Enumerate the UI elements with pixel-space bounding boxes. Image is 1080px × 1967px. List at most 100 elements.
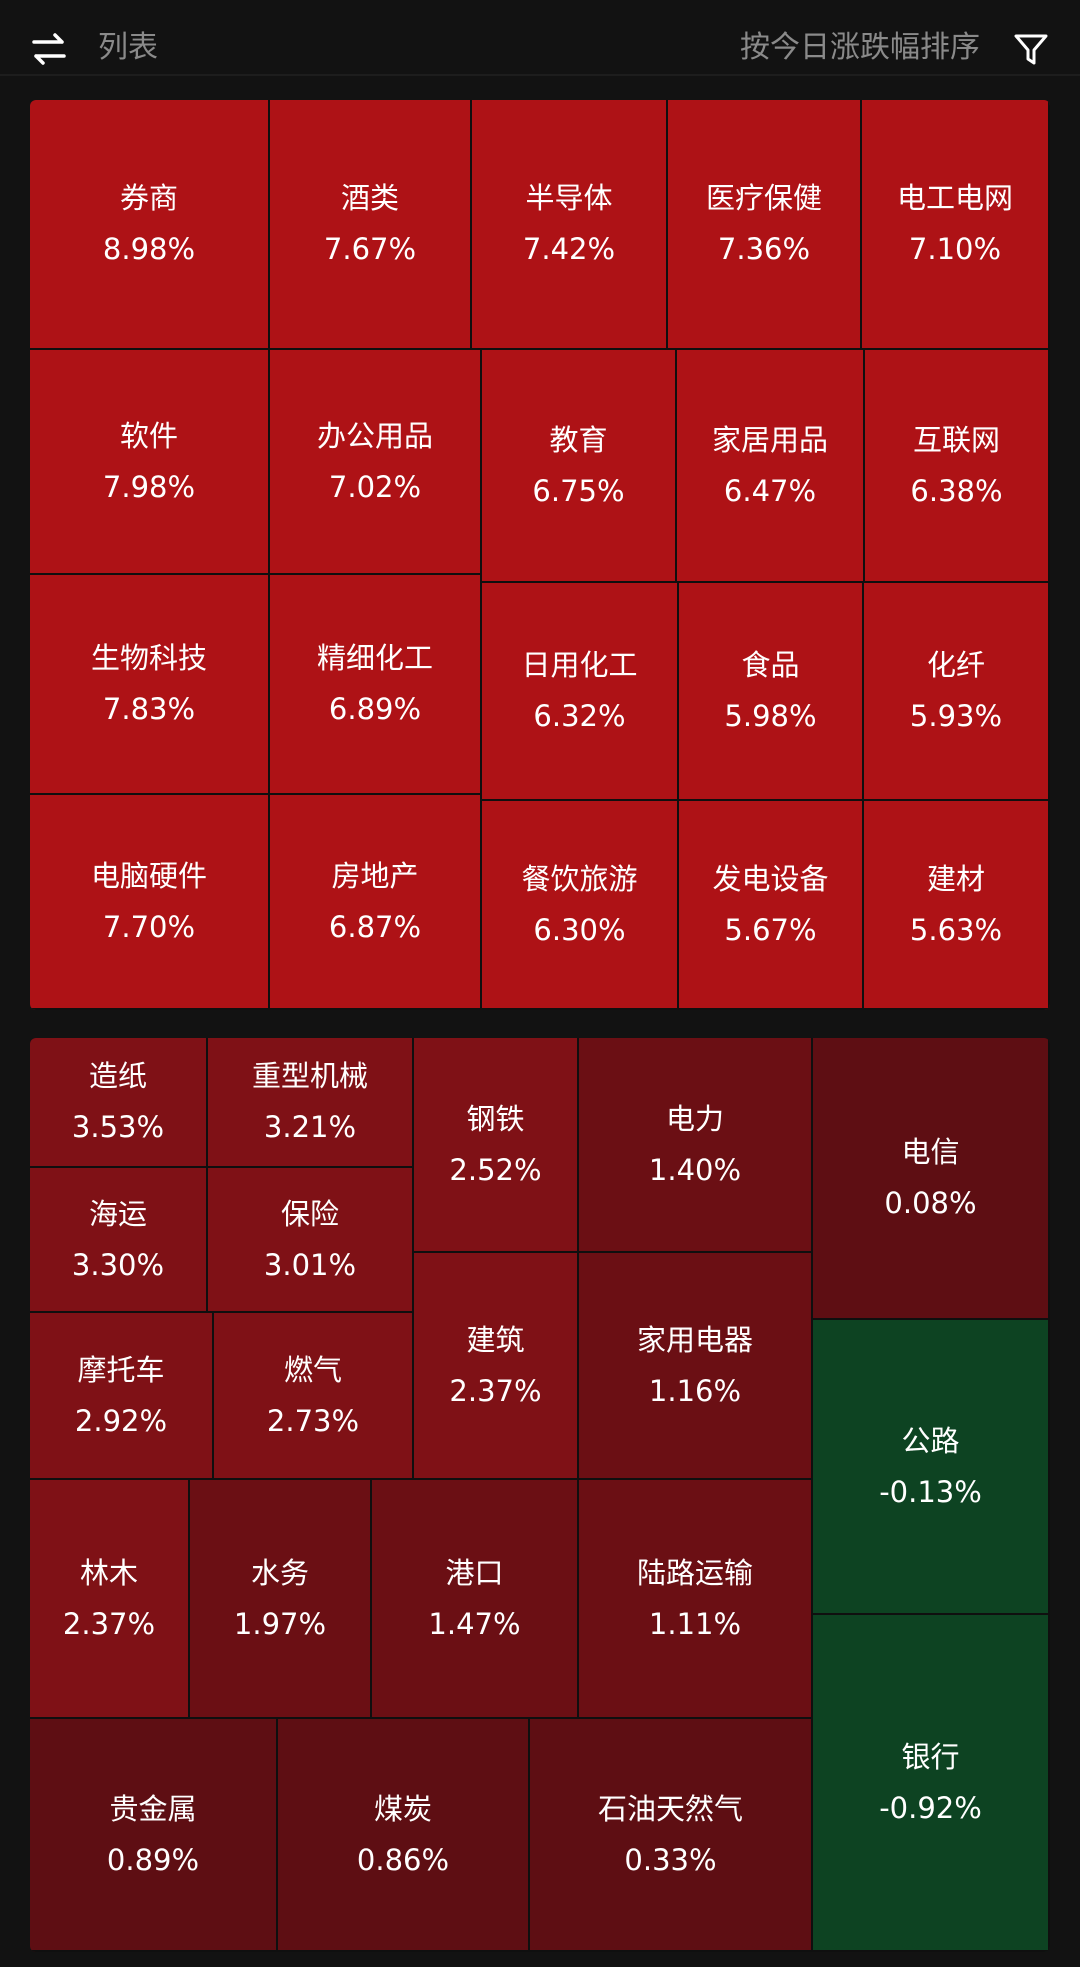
sector-name: 林木: [79, 1555, 138, 1590]
sector-tile[interactable]: 房地产 6.87%: [270, 795, 482, 1010]
sector-tile[interactable]: 水务 1.97%: [190, 1480, 372, 1719]
sector-name: 燃气: [283, 1352, 342, 1387]
sector-name: 精细化工: [316, 641, 433, 675]
sector-tile[interactable]: 家居用品 6.47%: [677, 350, 865, 583]
sector-tile[interactable]: 券商 8.98%: [30, 100, 270, 350]
sector-name: 互联网: [912, 422, 1000, 457]
sector-name: 酒类: [340, 181, 399, 215]
top-bar: 列表 按今日涨跌幅排序: [0, 0, 1080, 96]
sector-change: 6.30%: [533, 912, 626, 947]
sector-name: 电力: [665, 1101, 724, 1136]
sector-tile[interactable]: 电力 1.40%: [579, 1038, 813, 1253]
sector-tile[interactable]: 日用化工 6.32%: [482, 583, 679, 801]
sector-name: 港口: [445, 1555, 504, 1590]
sector-tile[interactable]: 保险 3.01%: [208, 1168, 414, 1313]
sector-change: 6.89%: [328, 692, 422, 726]
sector-change: 7.67%: [323, 232, 417, 266]
sector-change: 6.87%: [328, 909, 422, 944]
sector-tile[interactable]: 燃气 2.73%: [214, 1313, 414, 1480]
sector-tile[interactable]: 精细化工 6.89%: [270, 575, 482, 795]
sector-change: 0.89%: [106, 1842, 200, 1877]
sector-change: 1.47%: [428, 1606, 521, 1641]
sector-tile[interactable]: 摩托车 2.92%: [30, 1313, 214, 1480]
sector-tile[interactable]: 软件 7.98%: [30, 350, 270, 575]
sort-order-label[interactable]: 按今日涨跌幅排序: [740, 30, 980, 65]
sector-tile[interactable]: 食品 5.98%: [679, 583, 864, 801]
sector-change: 1.40%: [648, 1152, 742, 1187]
sector-change: 7.98%: [102, 469, 196, 504]
sector-tile[interactable]: 贵金属 0.89%: [30, 1719, 278, 1952]
sector-tile[interactable]: 陆路运输 1.11%: [579, 1480, 813, 1719]
sector-change: 6.38%: [910, 473, 1003, 508]
sector-tile[interactable]: 煤炭 0.86%: [278, 1719, 530, 1952]
sector-change: 3.30%: [71, 1247, 165, 1282]
sector-tile[interactable]: 建筑 2.37%: [414, 1253, 579, 1480]
sector-tile[interactable]: 重型机械 3.21%: [208, 1038, 414, 1168]
sector-name: 券商: [119, 181, 178, 215]
sector-tile[interactable]: 石油天然气 0.33%: [530, 1719, 813, 1952]
gainers-heatmap: 券商 8.98% 酒类 7.67% 半导体 7.42% 医疗保健 7.36% 电工电网 7.10%…: [30, 100, 1050, 1010]
sector-name: 重型机械: [251, 1059, 368, 1093]
sector-tile[interactable]: 海运 3.30%: [30, 1168, 208, 1313]
sector-tile[interactable]: 造纸 3.53%: [30, 1038, 208, 1168]
sector-tile[interactable]: 钢铁 2.52%: [414, 1038, 579, 1253]
sector-name: 摩托车: [77, 1352, 165, 1387]
filter-icon[interactable]: [1013, 32, 1049, 68]
sector-change: 7.83%: [102, 692, 196, 726]
sector-name: 餐饮旅游: [521, 861, 638, 896]
sector-name: 半导体: [525, 181, 613, 215]
sector-tile[interactable]: 银行 -0.92%: [813, 1615, 1050, 1952]
sector-tile[interactable]: 半导体 7.42%: [472, 100, 668, 350]
sector-name: 电脑硬件: [90, 858, 207, 893]
sector-name: 钢铁: [466, 1101, 525, 1136]
sector-name: 陆路运输: [636, 1555, 753, 1590]
sector-change: 6.47%: [723, 473, 817, 508]
sector-tile[interactable]: 教育 6.75%: [482, 350, 677, 583]
sector-change: 5.93%: [909, 699, 1003, 733]
sector-name: 建筑: [466, 1322, 525, 1357]
sector-change: 0.33%: [624, 1842, 717, 1877]
sector-change: 7.42%: [522, 232, 616, 266]
sector-tile[interactable]: 发电设备 5.67%: [679, 801, 864, 1010]
sector-change: 6.32%: [533, 699, 626, 733]
sector-tile[interactable]: 生物科技 7.83%: [30, 575, 270, 795]
sector-name: 发电设备: [712, 861, 829, 896]
sector-tile[interactable]: 港口 1.47%: [372, 1480, 579, 1719]
sector-name: 造纸: [88, 1059, 147, 1093]
sector-tile[interactable]: 电工电网 7.10%: [862, 100, 1050, 350]
sector-change: 2.52%: [449, 1152, 542, 1187]
sector-tile[interactable]: 电脑硬件 7.70%: [30, 795, 270, 1010]
sector-name: 电工电网: [896, 181, 1013, 215]
sector-change: 8.98%: [102, 232, 196, 266]
sector-change: -0.92%: [879, 1790, 982, 1825]
sector-change: 6.75%: [532, 473, 625, 508]
sector-change: 2.37%: [449, 1373, 542, 1408]
sector-name: 建材: [926, 861, 985, 896]
sector-tile[interactable]: 电信 0.08%: [813, 1038, 1050, 1320]
sector-tile[interactable]: 餐饮旅游 6.30%: [482, 801, 679, 1010]
sector-tile[interactable]: 建材 5.63%: [864, 801, 1050, 1010]
sector-name: 海运: [88, 1196, 147, 1231]
sector-tile[interactable]: 化纤 5.93%: [864, 583, 1050, 801]
sector-name: 保险: [280, 1196, 339, 1231]
sector-tile[interactable]: 互联网 6.38%: [865, 350, 1050, 583]
sector-tile[interactable]: 酒类 7.67%: [270, 100, 472, 350]
sector-change: 7.70%: [102, 909, 196, 944]
swap-arrows-icon[interactable]: [30, 30, 68, 68]
sector-tile[interactable]: 医疗保健 7.36%: [668, 100, 862, 350]
sector-change: 5.63%: [909, 912, 1003, 947]
sector-tile[interactable]: 家用电器 1.16%: [579, 1253, 813, 1480]
sector-change: 2.73%: [266, 1403, 360, 1438]
sector-name: 电信: [901, 1135, 960, 1169]
sector-name: 石油天然气: [597, 1791, 743, 1826]
sector-tile[interactable]: 公路 -0.13%: [813, 1320, 1050, 1615]
sector-change: 1.97%: [233, 1606, 327, 1641]
sector-tile[interactable]: 办公用品 7.02%: [270, 350, 482, 575]
sector-tile[interactable]: 林木 2.37%: [30, 1480, 190, 1719]
sector-change: 1.11%: [648, 1606, 742, 1641]
sector-name: 化纤: [926, 648, 985, 682]
sector-name: 生物科技: [90, 641, 207, 675]
sector-change: 2.92%: [74, 1403, 168, 1438]
list-view-toggle[interactable]: 列表: [98, 30, 158, 65]
sector-name: 办公用品: [316, 418, 433, 453]
